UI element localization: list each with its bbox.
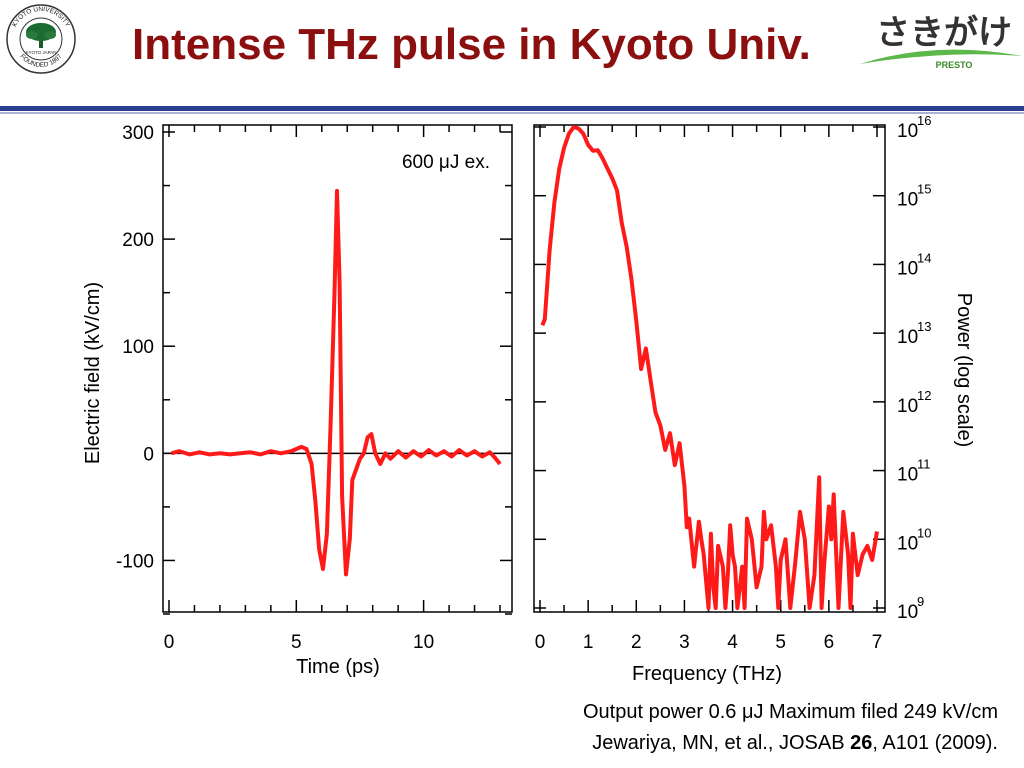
plot-frame-left — [162, 124, 513, 613]
x-tick-label: 3 — [679, 632, 690, 653]
y-tick-label: 300 — [122, 123, 154, 144]
y-tick-exponent: 12 — [917, 388, 931, 403]
presto-logo: さきがけ PRESTO — [860, 14, 1022, 70]
axis-ticks-left — [163, 125, 512, 615]
y-tick-exponent: 16 — [917, 115, 931, 128]
caption-output-power: Output power 0.6 μJ Maximum filed 249 kV… — [582, 701, 998, 723]
x-tick-label: 6 — [824, 632, 835, 653]
presto-sub-text: PRESTO — [936, 60, 973, 70]
y-axis-label-power: Power (log scale) — [953, 293, 975, 448]
presto-brand-text: さきがけ — [876, 14, 1012, 52]
header-rule-thin — [0, 112, 1024, 114]
y-tick-label: 10 — [897, 190, 918, 211]
y-tick-label: -100 — [116, 551, 154, 572]
x-tick-label: 10 — [413, 632, 434, 653]
x-tick-label: 1 — [583, 632, 594, 653]
tree-icon — [26, 23, 56, 48]
annotation-excitation: 600 μJ ex. — [402, 152, 490, 173]
slide-title: Intense THz pulse in Kyoto Univ. — [132, 20, 811, 69]
swoosh-icon — [860, 49, 1022, 64]
header-rule — [0, 106, 1024, 111]
y-tick-label: 10 — [897, 258, 918, 279]
kyoto-university-logo: KYOTO UNIVERSITY FOUNDED 1897 KYOTO JAPA… — [6, 4, 76, 74]
caption-ref-volume: 26 — [850, 732, 873, 754]
caption-ref-suffix: , A101 (2009). — [872, 732, 998, 754]
y-tick-exponent: 9 — [917, 594, 924, 609]
caption-ref-prefix: Jewariya, MN, et al., JOSAB — [592, 732, 851, 754]
y-tick-exponent: 15 — [917, 182, 931, 197]
x-tick-label: 5 — [775, 632, 786, 653]
y-tick-label: 10 — [897, 121, 918, 142]
series-line-power — [540, 125, 879, 610]
x-axis-label-time: Time (ps) — [296, 656, 380, 678]
y-tick-exponent: 14 — [917, 250, 931, 265]
x-tick-label: 0 — [164, 632, 175, 653]
plot-frame-right — [533, 124, 886, 613]
y-tick-label: 10 — [897, 396, 918, 417]
x-tick-label: 4 — [727, 632, 738, 653]
y-tick-label: 100 — [122, 337, 154, 358]
series-line-electric-field — [170, 188, 502, 577]
y-tick-label: 10 — [897, 327, 918, 348]
y-tick-label: 10 — [897, 533, 918, 554]
y-tick-label: 200 — [122, 230, 154, 251]
x-tick-label: 0 — [535, 632, 546, 653]
axis-ticks-right — [534, 125, 885, 612]
x-tick-label: 5 — [291, 632, 302, 653]
y-tick-label: 10 — [897, 602, 918, 623]
logo-inner-text: KYOTO JAPAN — [25, 50, 56, 55]
x-tick-label: 7 — [872, 632, 883, 653]
caption-reference: Jewariya, MN, et al., JOSAB 26, A101 (20… — [592, 732, 998, 755]
y-axis-label-field: Electric field (kV/cm) — [82, 282, 104, 464]
tick-labels-left: -100 0 100 200 300 0 5 10 — [116, 123, 434, 653]
y-tick-exponent: 10 — [917, 525, 931, 540]
x-axis-label-frequency: Frequency (THz) — [632, 663, 782, 685]
y-tick-label: 10 — [897, 465, 918, 486]
x-tick-label: 2 — [631, 632, 642, 653]
y-tick-label: 0 — [143, 444, 154, 465]
y-tick-exponent: 13 — [917, 319, 931, 334]
y-tick-exponent: 11 — [917, 457, 931, 472]
